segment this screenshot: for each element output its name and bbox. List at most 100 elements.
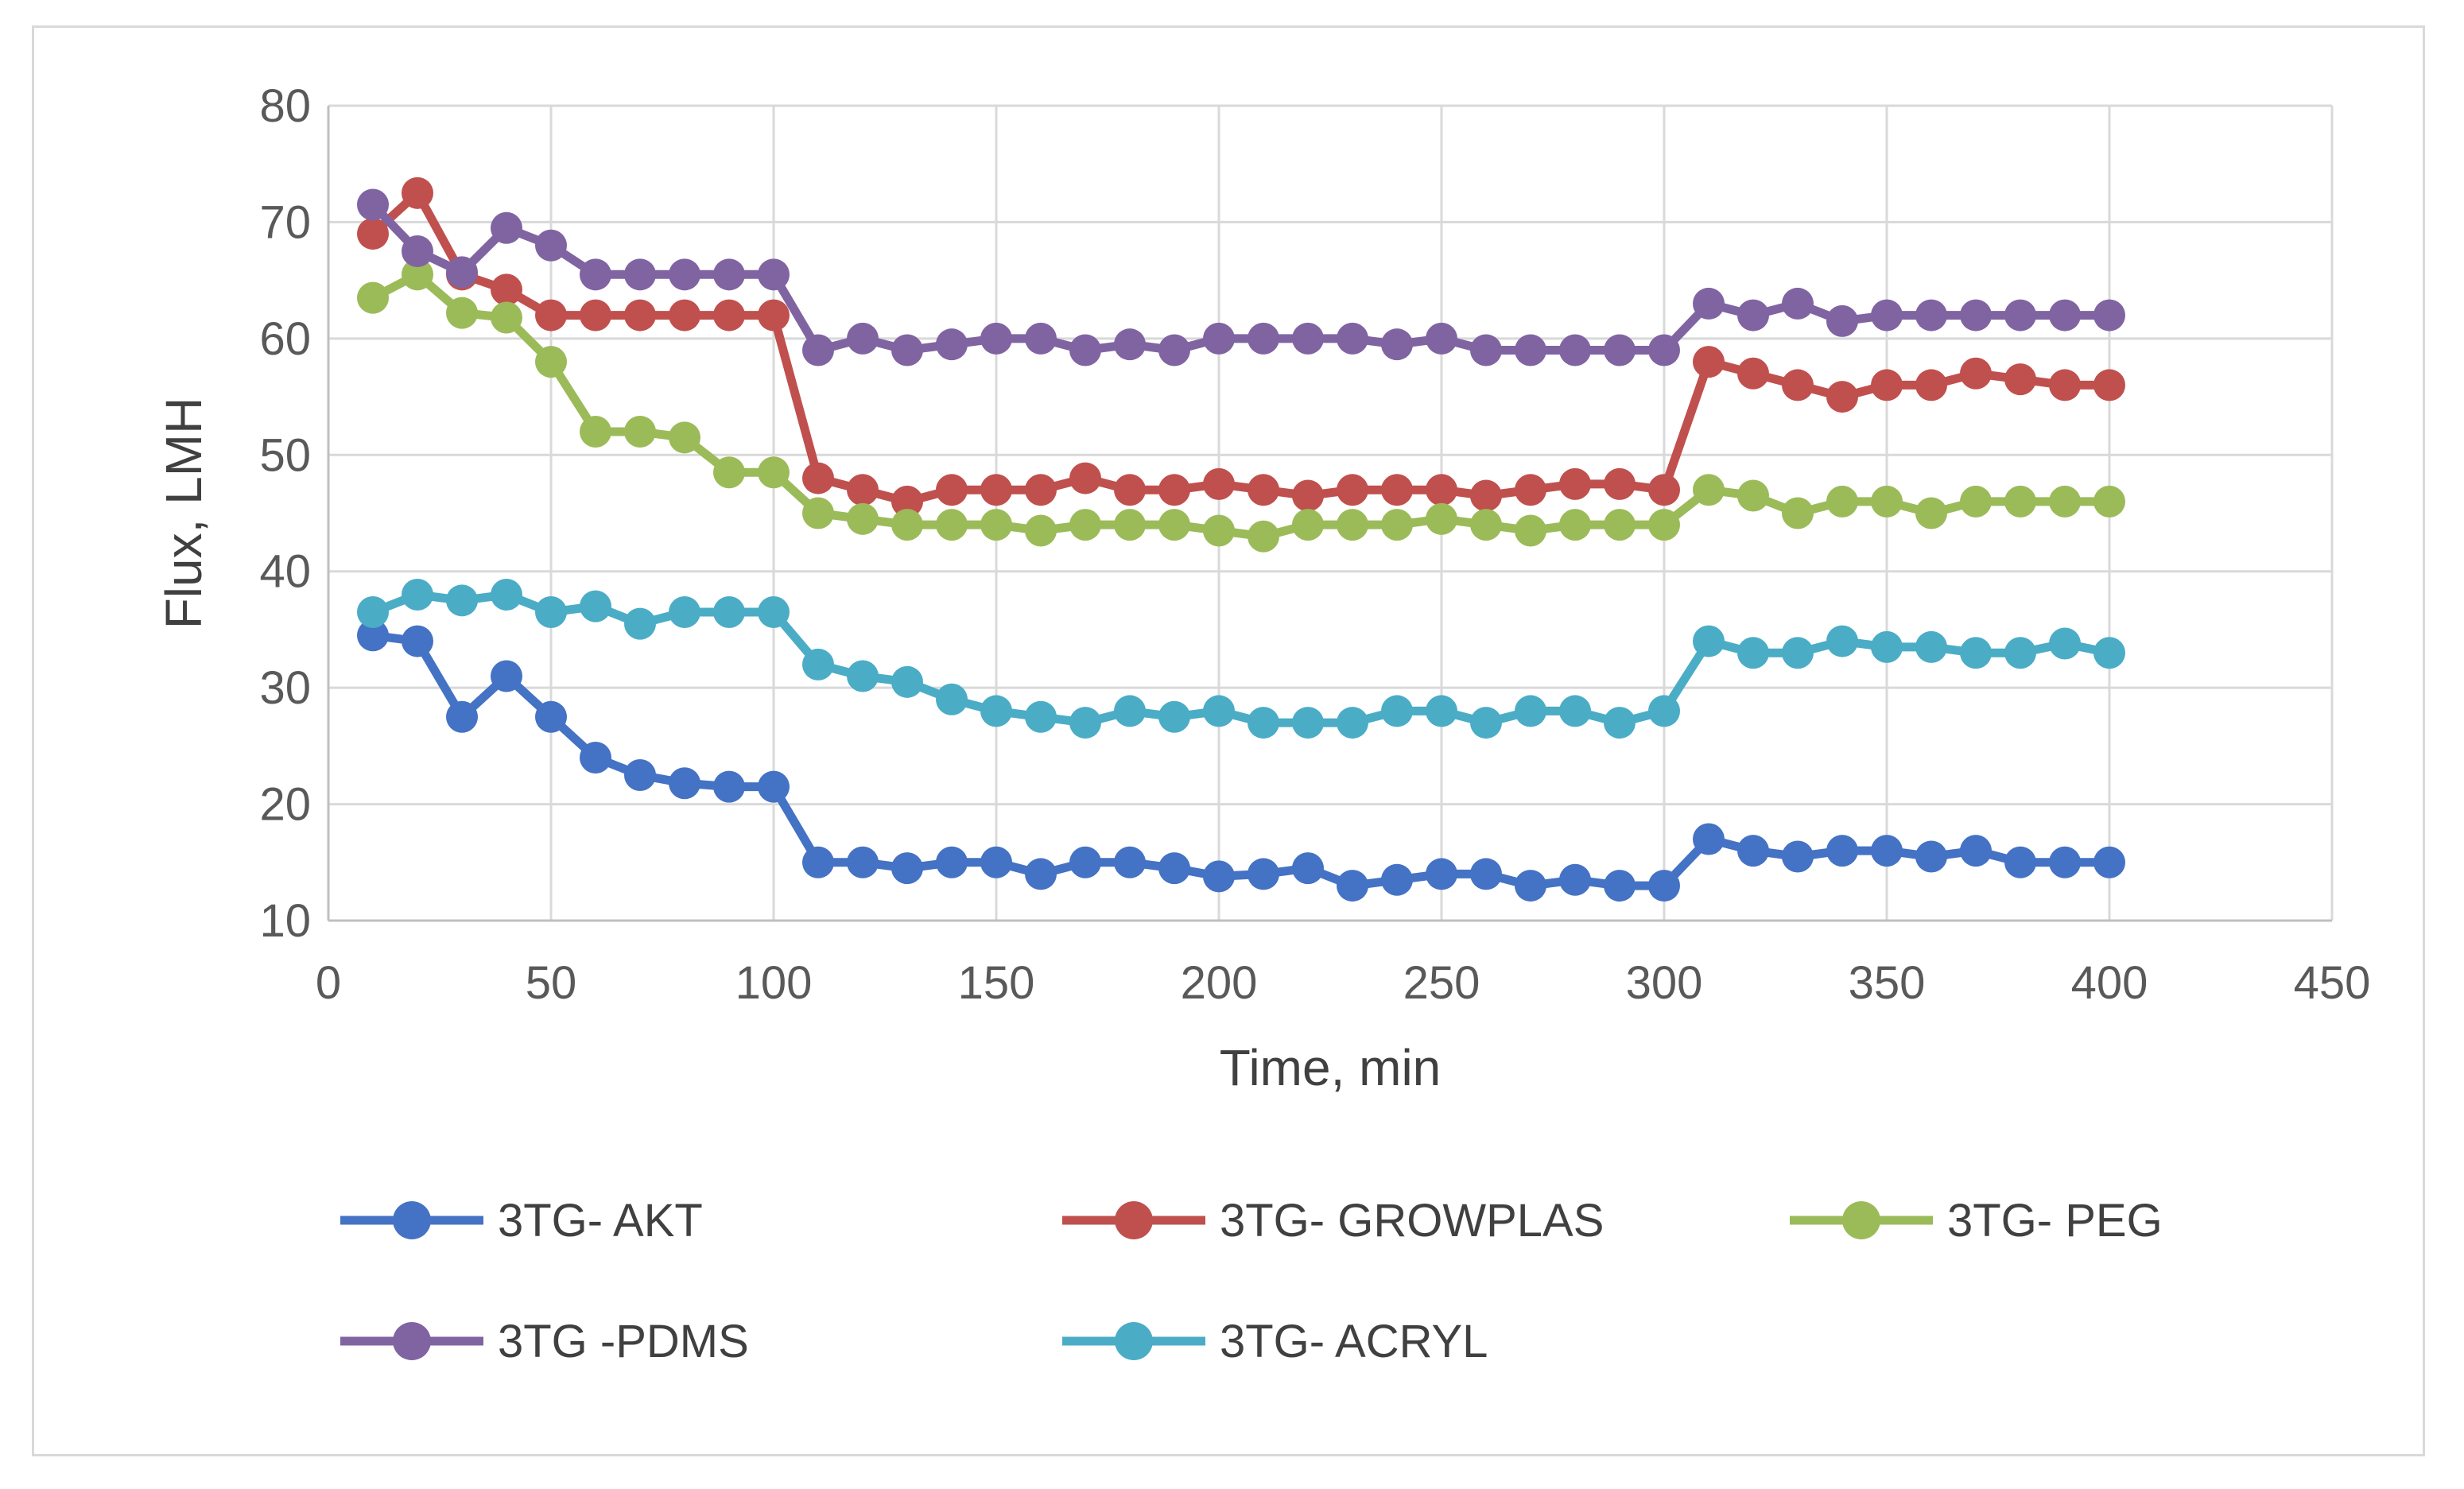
data-point: [1693, 625, 1725, 657]
data-point: [580, 299, 611, 332]
data-point: [936, 683, 968, 715]
data-point: [624, 607, 656, 640]
data-point: [1515, 474, 1546, 506]
legend: 3TG- AKT 3TG- GROWPLAS 3TG- PEG 3TG -PDMS 3T…: [340, 1195, 2163, 1367]
data-point: [713, 456, 745, 489]
data-point: [357, 619, 389, 652]
data-point: [1915, 299, 1947, 332]
data-point: [1381, 695, 1413, 727]
data-point: [1470, 707, 1502, 739]
data-point: [802, 648, 834, 681]
data-point: [1515, 695, 1546, 727]
data-point: [1158, 509, 1190, 541]
data-point: [1604, 707, 1636, 739]
data-point: [758, 299, 790, 332]
series-line: [372, 630, 2109, 890]
legend-marker: [393, 1201, 431, 1239]
data-point: [980, 474, 1012, 506]
series-1: [357, 176, 2125, 518]
data-point: [446, 700, 478, 733]
data-point: [891, 509, 923, 541]
data-point: [1381, 474, 1413, 506]
y-tick-label: 70: [259, 196, 311, 248]
data-point: [1693, 823, 1725, 855]
data-point: [1960, 485, 1992, 518]
data-point: [491, 211, 522, 244]
series-lines: [357, 176, 2125, 902]
data-point: [1648, 474, 1680, 506]
data-point: [1114, 474, 1146, 506]
data-point: [1114, 328, 1146, 361]
data-point: [1559, 863, 1591, 896]
series-line: [371, 269, 2109, 541]
data-point: [936, 846, 968, 878]
data-point: [1381, 328, 1413, 361]
data-point: [1337, 870, 1368, 902]
data-point: [847, 502, 879, 535]
data-point: [1426, 322, 1457, 355]
data-point: [1426, 858, 1457, 890]
data-point: [1337, 509, 1368, 541]
legend-item: 3TG- PEG: [1790, 1195, 2163, 1247]
chart-frame: 10 20 30 40 50 60 70 80 0 50 100 150 200 250 300 350 400…: [32, 25, 2425, 1456]
data-point: [1604, 509, 1636, 541]
data-point: [713, 595, 745, 628]
data-point: [1203, 860, 1235, 893]
data-point: [1158, 852, 1190, 885]
data-point: [1915, 630, 1947, 663]
data-point: [2049, 846, 2081, 878]
data-point: [1648, 334, 1680, 366]
y-tick-label: 60: [259, 313, 311, 365]
data-point: [491, 301, 522, 334]
x-tick-label: 300: [1626, 957, 1703, 1009]
data-point: [669, 767, 700, 800]
data-point: [980, 322, 1012, 355]
data-point: [1025, 474, 1057, 506]
data-point: [936, 474, 968, 506]
data-point: [1292, 479, 1324, 512]
data-point: [1248, 707, 1279, 739]
data-point: [357, 218, 389, 250]
data-point: [802, 334, 834, 366]
legend-item: 3TG -PDMS: [340, 1316, 749, 1367]
data-point: [1915, 369, 1947, 401]
data-point: [1871, 835, 1903, 867]
data-point: [713, 299, 745, 332]
data-point: [847, 474, 879, 506]
legend-label: 3TG- ACRYL: [1220, 1316, 1488, 1367]
data-point: [402, 235, 433, 268]
data-point: [1292, 322, 1324, 355]
data-point: [1470, 334, 1502, 366]
data-point: [402, 258, 433, 291]
data-point: [2093, 485, 2125, 518]
data-point: [1871, 369, 1903, 401]
data-point: [980, 695, 1012, 727]
data-point: [535, 700, 567, 733]
data-point: [2049, 627, 2081, 660]
data-point: [446, 256, 478, 289]
data-point: [1782, 497, 1814, 529]
data-point: [1158, 334, 1190, 366]
data-point: [1025, 514, 1057, 547]
data-point: [891, 334, 923, 366]
data-point: [1337, 474, 1368, 506]
data-point: [802, 846, 834, 878]
legend-label: 3TG -PDMS: [498, 1316, 749, 1367]
data-point: [1158, 474, 1190, 506]
data-point: [357, 281, 389, 314]
legend-label: 3TG- PEG: [1947, 1195, 2163, 1247]
data-point: [580, 590, 611, 622]
series-3: [357, 188, 2125, 366]
data-point: [624, 758, 656, 791]
x-tick-label: 400: [2071, 957, 2148, 1009]
data-point: [1648, 509, 1680, 541]
data-point: [1248, 858, 1279, 890]
data-point: [1292, 707, 1324, 739]
data-point: [1693, 346, 1725, 378]
data-point: [758, 595, 790, 628]
data-point: [535, 595, 567, 628]
data-point: [847, 660, 879, 692]
legend-marker: [1115, 1201, 1153, 1239]
data-point: [1604, 334, 1636, 366]
data-point: [1381, 863, 1413, 896]
